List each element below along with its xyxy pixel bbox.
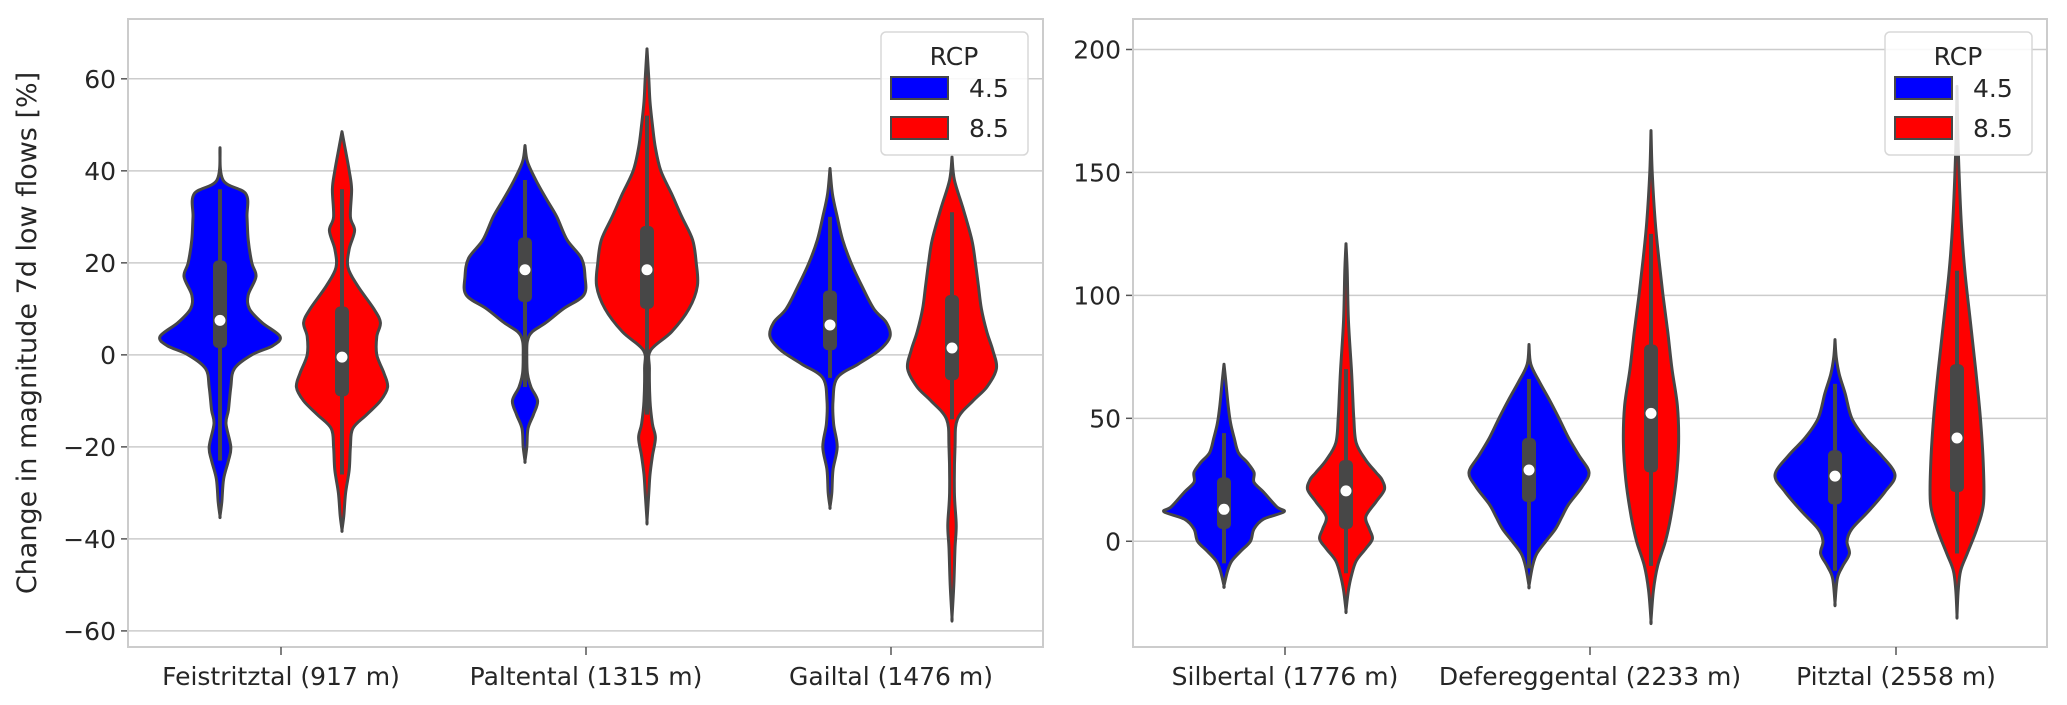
legend: RCP 4.5 8.5 — [880, 31, 1029, 156]
legend-title: RCP — [930, 42, 979, 71]
iqr-box — [335, 306, 349, 397]
median-marker — [824, 319, 836, 331]
median-marker — [214, 314, 226, 326]
panel-0: −60 −40 −20 0 20 40 60 Feistritztal (917 m) Palt… — [63, 18, 1044, 691]
legend-title: RCP — [1934, 42, 1983, 71]
legend-label: 8.5 — [969, 114, 1009, 143]
y-tick-label: 0 — [100, 341, 116, 370]
panel-1: 0 50 100 150 200 Silbertal (1776 m) Defereggen… — [1073, 18, 2048, 691]
x-tick-label: Silbertal (1776 m) — [1172, 662, 1399, 691]
violin-rcp85-1-1 — [1621, 129, 1681, 626]
y-tick-label: 60 — [84, 65, 116, 94]
legend-swatch-45 — [890, 76, 949, 100]
violin-rcp45-1-0 — [1162, 362, 1286, 589]
violin-rcp85-0-1 — [594, 47, 700, 526]
x-tick-label: Feistritztal (917 m) — [162, 662, 400, 691]
iqr-box — [945, 295, 959, 381]
median-marker — [336, 351, 348, 363]
y-tick-label: 150 — [1073, 158, 1121, 187]
y-axis-label: Change in magnitude 7d low flows [%] — [12, 72, 43, 594]
median-marker — [1523, 464, 1535, 476]
y-tick-label: −20 — [63, 433, 116, 462]
violin-rcp85-0-0 — [294, 130, 390, 533]
x-tick-label: Gailtal (1476 m) — [789, 662, 993, 691]
median-marker — [1951, 432, 1963, 444]
legend-label: 8.5 — [1973, 114, 2013, 143]
legend-swatch-85 — [890, 116, 949, 140]
y-tick-label: −60 — [63, 617, 116, 646]
y-tick-label: 50 — [1089, 404, 1121, 433]
violin-rcp85-1-0 — [1305, 242, 1387, 615]
violin-rcp85-0-2 — [905, 155, 999, 623]
y-tick-label: 200 — [1073, 35, 1121, 64]
median-marker — [1645, 407, 1657, 419]
legend: RCP 4.5 8.5 — [1884, 31, 2033, 156]
median-marker — [519, 264, 531, 276]
x-tick-label: Pitztal (2558 m) — [1796, 662, 1996, 691]
y-tick-label: 20 — [84, 249, 116, 278]
violin-rcp45-1-1 — [1467, 343, 1591, 590]
median-marker — [1340, 485, 1352, 497]
violin-rcp45-0-1 — [462, 144, 588, 464]
y-tick-label: 100 — [1073, 281, 1121, 310]
x-tick-label: Paltental (1315 m) — [470, 662, 703, 691]
median-marker — [641, 264, 653, 276]
legend-swatch-45 — [1894, 76, 1953, 100]
violin-rcp45-1-2 — [1773, 338, 1897, 608]
violin-rcp45-0-2 — [768, 167, 892, 510]
median-marker — [1829, 470, 1841, 482]
y-tick-label: 0 — [1105, 527, 1121, 556]
y-tick-label: −40 — [63, 525, 116, 554]
iqr-box — [213, 260, 227, 348]
median-marker — [1218, 503, 1230, 515]
iqr-box — [1950, 364, 1964, 493]
legend-label: 4.5 — [969, 74, 1009, 103]
legend-swatch-85 — [1894, 116, 1953, 140]
median-marker — [946, 342, 958, 354]
violin-rcp85-1-2 — [1928, 84, 1986, 620]
x-tick-label: Defereggental (2233 m) — [1439, 662, 1741, 691]
violin-rcp45-0-0 — [158, 146, 282, 520]
y-tick-label: 40 — [84, 157, 116, 186]
legend-label: 4.5 — [1973, 74, 2013, 103]
iqr-box — [1217, 477, 1231, 529]
